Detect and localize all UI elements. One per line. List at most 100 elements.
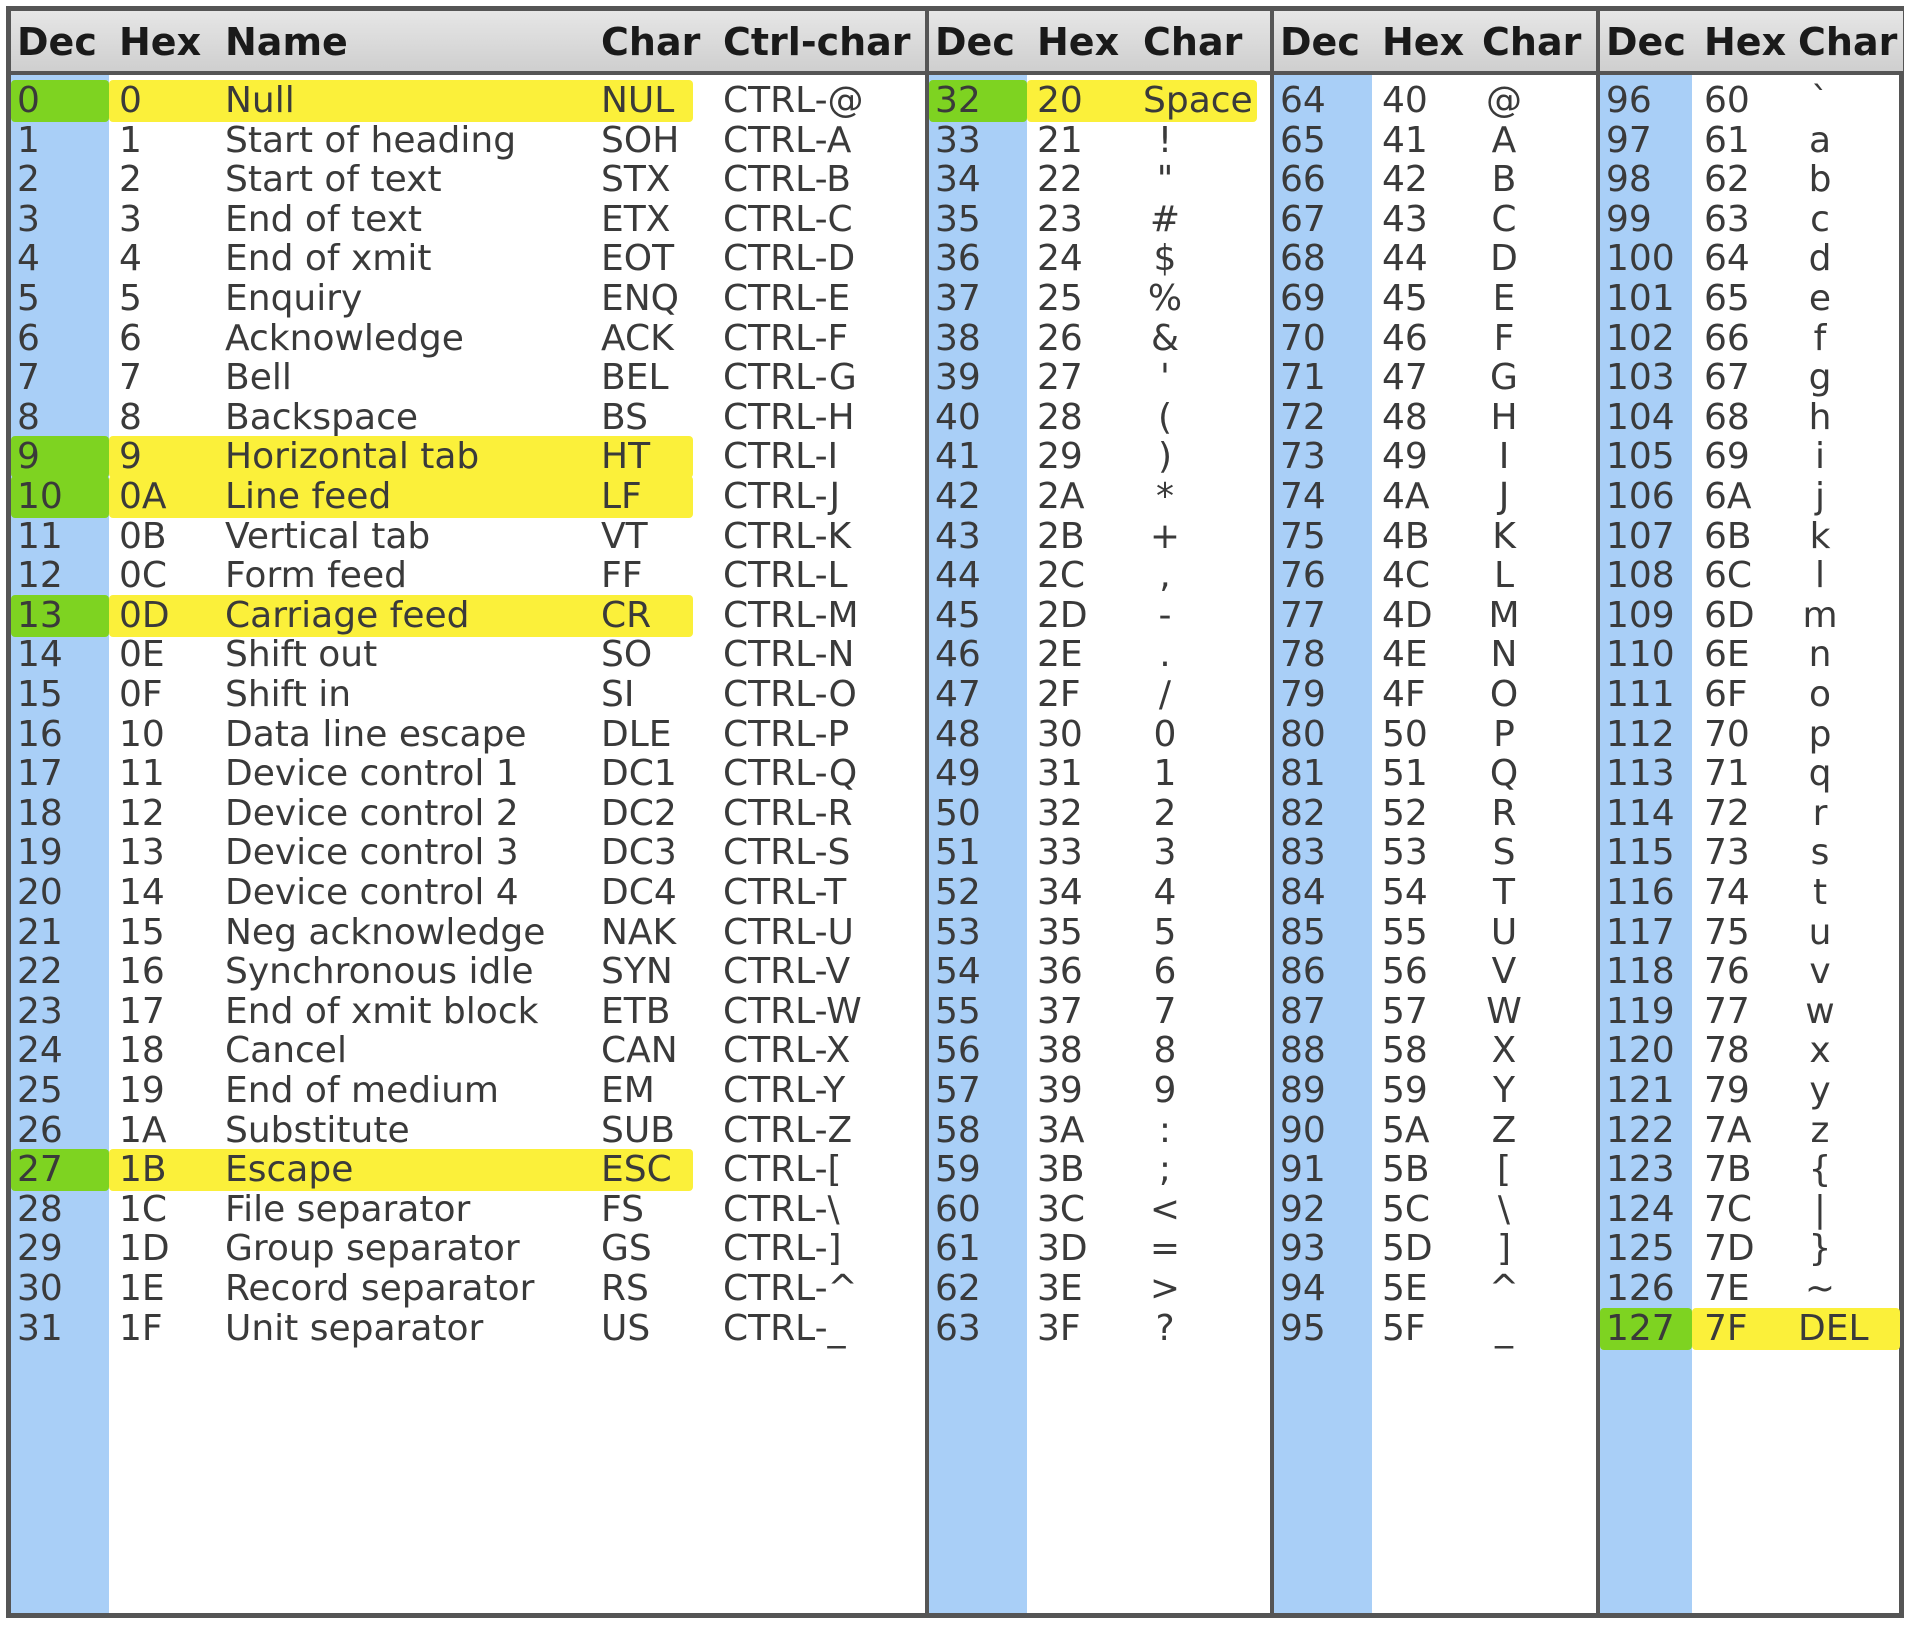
cell-hex: 4B (1382, 515, 1430, 557)
cell-hex: 44 (1382, 238, 1428, 280)
cell-dec: 12 (17, 555, 63, 597)
cell-hex: 1A (119, 1109, 167, 1151)
table-row: 37 25% (929, 274, 1274, 322)
cell-dec: 94 (1280, 1268, 1326, 1309)
cell-hex: 46 (1382, 317, 1428, 359)
cell-hex: 63 (1704, 198, 1750, 240)
cell-dec: 110 (1606, 634, 1675, 676)
cell-char: CR (601, 594, 652, 636)
cell-char: r (1812, 792, 1828, 834)
cell-dec: 40 (935, 396, 981, 438)
table-row: 82 52 R (1274, 789, 1600, 837)
table-row: 86 56 V (1274, 947, 1600, 995)
table-row: 51 33 3 (929, 828, 1274, 876)
cell-dec: 58 (935, 1109, 981, 1151)
cell-dec: 105 (1606, 436, 1675, 478)
dec-column-shading (1274, 75, 1372, 1613)
cell-hex: 54 (1382, 872, 1428, 913)
cell-dec: 19 (17, 832, 63, 874)
cell-dec: 73 (1280, 436, 1326, 478)
cell-char: G (1490, 357, 1518, 399)
cell-dec: 44 (935, 555, 981, 597)
cell-char: J (1498, 476, 1510, 517)
cell-hex: 29 (1037, 436, 1083, 478)
cell-hex: 3C (1037, 1188, 1086, 1230)
highlight-marker-yellow (1692, 1307, 1900, 1350)
cell-dec: 100 (1606, 238, 1675, 280)
cell-char: ` (1811, 80, 1829, 121)
table-row: 17 11 Device control 1 DC1 CTRL-Q (11, 749, 925, 797)
table-row: 106 6A j (1600, 472, 1903, 520)
cell-hex: 5B (1382, 1149, 1430, 1191)
cell-hex: 4E (1382, 634, 1428, 676)
cell-hex: 78 (1704, 1030, 1750, 1072)
cell-char: 6 (1153, 951, 1177, 993)
cell-hex: 4F (1382, 674, 1426, 715)
table-row: 75 4B K (1274, 512, 1600, 560)
table-row: 71 47 G (1274, 353, 1600, 401)
cell-dec: 18 (17, 792, 63, 834)
cell-char: < (1149, 1188, 1181, 1230)
table-row: 67 43 C (1274, 195, 1600, 243)
highlight-marker-yellow (109, 80, 693, 122)
table-row: 3 3 End of text ETX CTRL-C (11, 195, 925, 243)
cell-hex: 47 (1382, 357, 1428, 399)
cell-dec: 27 (17, 1149, 63, 1191)
table-row: 13 0D Carriage feed CR CTRL-M (11, 591, 925, 639)
cell-name: Vertical tab (225, 515, 431, 557)
cell-dec: 32 (935, 80, 981, 121)
cell-dec: 31 (17, 1307, 63, 1349)
cell-dec: 25 (17, 1070, 63, 1111)
table-row: 91 5B [ (1274, 1145, 1600, 1193)
cell-dec: 61 (935, 1228, 981, 1270)
cell-char: DC2 (601, 792, 677, 834)
cell-ctrl: CTRL-_ (723, 1307, 846, 1349)
cell-hex: 24 (1037, 238, 1083, 280)
cell-dec: 54 (935, 951, 981, 993)
cell-name: Carriage feed (225, 594, 470, 636)
table-row: 103 67 g (1600, 353, 1903, 401)
cell-hex: 1 (119, 119, 142, 161)
table-row: 40 28 ( (929, 393, 1274, 441)
cell-dec: 119 (1606, 990, 1675, 1032)
cell-dec: 103 (1606, 357, 1675, 399)
table-block-2: Dec Hex Char 32 20 Space 33 21! 34 22 " 35 23 #36 24 $3… (925, 11, 1274, 1613)
cell-dec: 37 (935, 278, 981, 319)
cell-ctrl: CTRL-N (723, 634, 855, 676)
table-row: 92 5C \ (1274, 1185, 1600, 1233)
table-row: 77 4D M (1274, 591, 1600, 639)
cell-char: . (1159, 634, 1171, 676)
cell-ctrl: CTRL-O (723, 674, 857, 715)
cell-dec: 48 (935, 713, 981, 755)
cell-char: | (1813, 1188, 1827, 1230)
cell-char: b (1808, 159, 1832, 201)
cell-hex: 2F (1037, 674, 1081, 715)
table-row: 87 57 W (1274, 987, 1600, 1035)
cell-hex: 36 (1037, 951, 1083, 993)
table-row: 57 39 9 (929, 1066, 1274, 1114)
cell-hex: 77 (1704, 990, 1750, 1032)
cell-char: @ (1486, 80, 1522, 121)
cell-dec: 42 (935, 476, 981, 517)
cell-hex: 6 (119, 317, 142, 359)
cell-ctrl: CTRL-T (723, 872, 847, 913)
table-row: 112 70 p (1600, 710, 1903, 758)
cell-char: ? (1155, 1307, 1175, 1349)
cell-ctrl: CTRL-W (723, 990, 862, 1032)
cell-char: US (601, 1307, 651, 1349)
cell-ctrl: CTRL-\ (723, 1188, 840, 1230)
cell-hex: 67 (1704, 357, 1750, 399)
table-row: 76 4C L (1274, 551, 1600, 599)
cell-hex: 75 (1704, 911, 1750, 953)
cell-ctrl: CTRL-] (723, 1228, 842, 1270)
column-header-char: Char (601, 20, 701, 64)
cell-hex: 4 (119, 238, 142, 280)
table-row: 79 4F O (1274, 670, 1600, 718)
cell-hex: 7A (1704, 1109, 1752, 1151)
table-row: 0 0 Null NUL CTRL-@ (11, 76, 925, 124)
table-row: 53 35 5 (929, 908, 1274, 956)
table-row: 60 3C < (929, 1185, 1274, 1233)
cell-dec: 99 (1606, 198, 1652, 240)
cell-char: k (1809, 515, 1831, 557)
